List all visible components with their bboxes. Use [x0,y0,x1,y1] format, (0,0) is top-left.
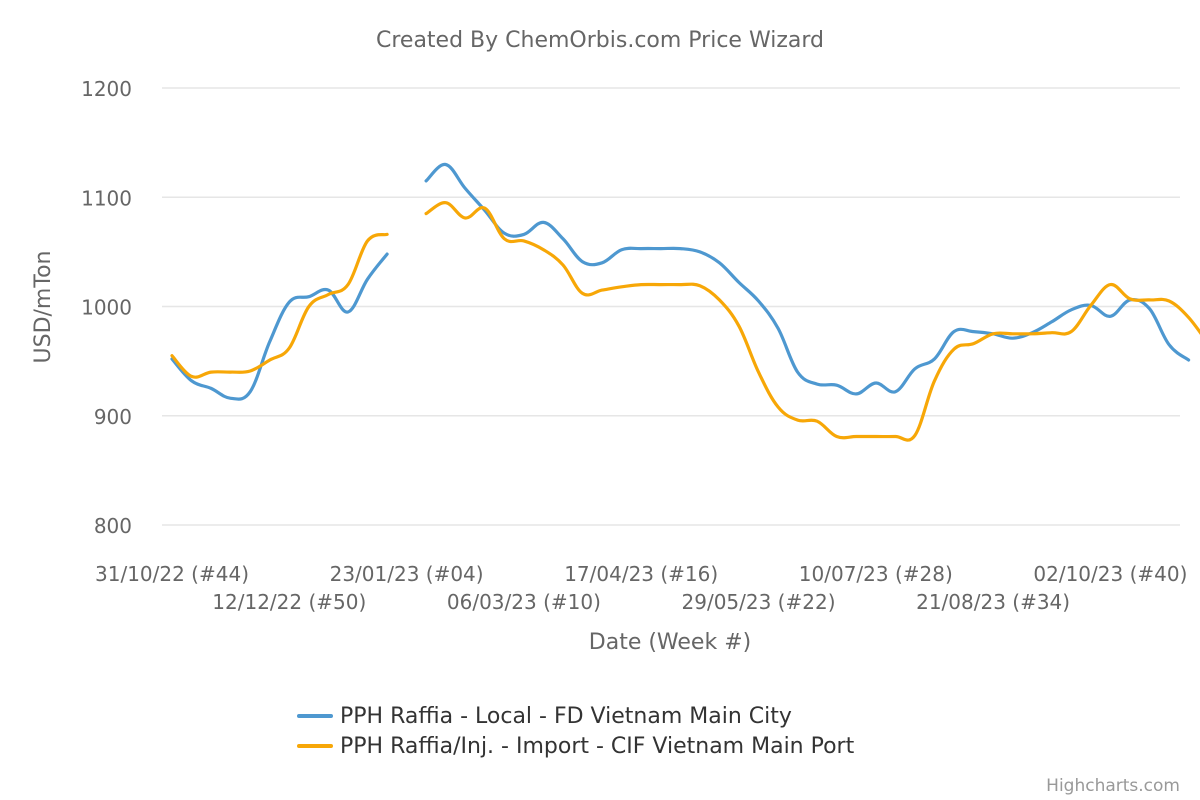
series-line-local-segment-2 [424,162,1191,396]
series-line-local-segment-1 [170,252,389,401]
legend-label-local: PPH Raffia - Local - FD Vietnam Main Cit… [340,704,792,729]
y-tick-label-1000: 1000 [81,296,132,320]
y-axis-tick-labels: 800 900 1000 1100 1200 [81,77,132,538]
x-tick-label-5: 29/05/23 (#22) [682,590,836,614]
x-tick-label-7: 21/08/23 (#34) [916,590,1070,614]
x-tick-label-2: 23/01/23 (#04) [330,562,484,586]
y-axis-title: USD/mTon [31,251,56,364]
series-lines [170,162,1200,442]
y-tick-label-800: 800 [94,514,132,538]
credits-link[interactable]: Highcharts.com [1046,776,1180,796]
legend-label-import: PPH Raffia/Inj. - Import - CIF Vietnam M… [340,734,855,759]
series-line-import-segment-2 [424,201,1200,442]
x-axis-tick-labels: 31/10/22 (#44) 12/12/22 (#50) 23/01/23 (#0… [95,562,1187,614]
series-line-import-segment-1 [170,232,389,379]
legend-item-import[interactable]: PPH Raffia/Inj. - Import - CIF Vietnam M… [297,734,855,759]
x-tick-label-3: 06/03/23 (#10) [447,590,601,614]
legend: PPH Raffia - Local - FD Vietnam Main Cit… [297,704,855,759]
x-axis-title: Date (Week #) [589,630,751,655]
grid-lines [162,87,1180,526]
x-tick-label-0: 31/10/22 (#44) [95,562,249,586]
y-tick-label-900: 900 [94,405,132,429]
chart-title: Created By ChemOrbis.com Price Wizard [376,28,824,53]
x-tick-label-4: 17/04/23 (#16) [564,562,718,586]
y-tick-label-1100: 1100 [81,186,132,210]
x-tick-label-8: 02/10/23 (#40) [1033,562,1187,586]
x-tick-label-6: 10/07/23 (#28) [799,562,953,586]
y-tick-label-1200: 1200 [81,77,132,101]
legend-item-local[interactable]: PPH Raffia - Local - FD Vietnam Main Cit… [297,704,792,729]
x-tick-label-1: 12/12/22 (#50) [212,590,366,614]
